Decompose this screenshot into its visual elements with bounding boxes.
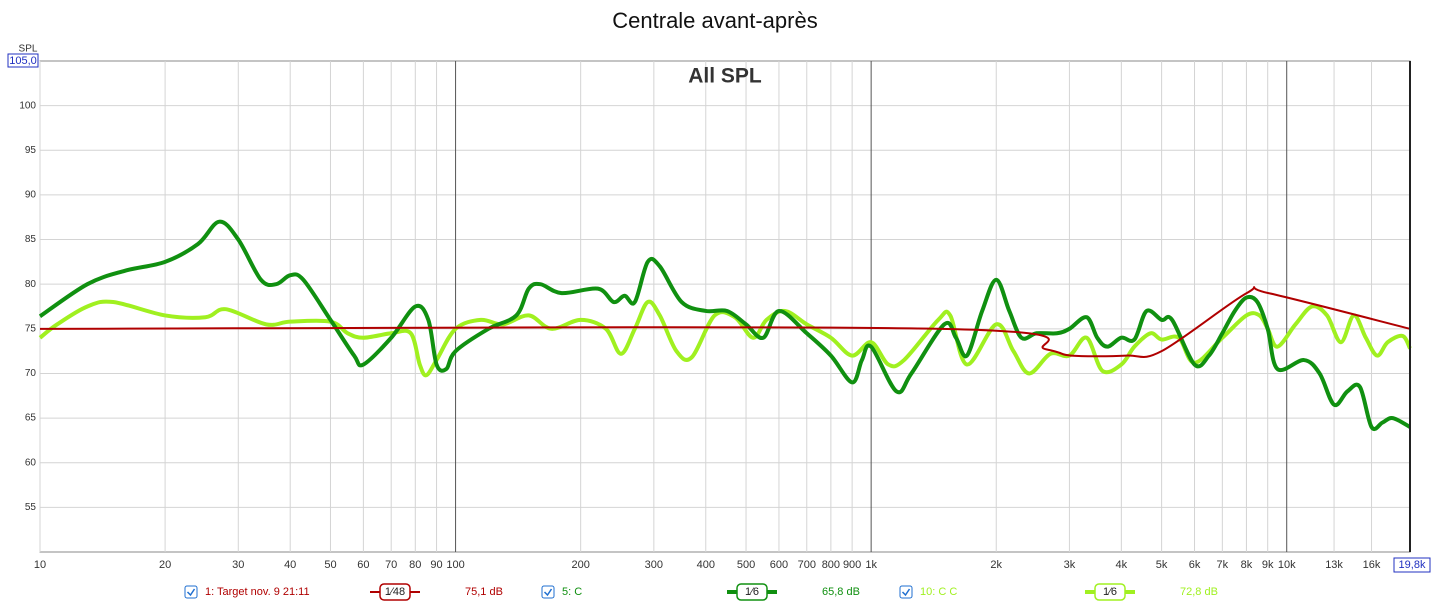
legend-check bbox=[186, 588, 196, 597]
x-tick-label: 8k bbox=[1241, 559, 1253, 571]
legend-smoothing-box bbox=[1094, 583, 1126, 601]
plot-frame bbox=[39, 60, 1411, 553]
y-tick-label: 100 bbox=[19, 100, 36, 111]
y-max-box bbox=[7, 53, 39, 68]
x-tick-label: 70 bbox=[385, 559, 397, 571]
chart-title: Centrale avant-après bbox=[612, 8, 817, 33]
x-max-box bbox=[1393, 557, 1431, 573]
legend-value: 65,8 dB bbox=[822, 586, 860, 598]
x-tick-label: 9k bbox=[1262, 559, 1274, 571]
x-max-label: 19,8k bbox=[1399, 559, 1426, 571]
legend-smoothing: 1⁄6 bbox=[1103, 586, 1117, 598]
x-tick-label: 300 bbox=[645, 559, 663, 571]
x-tick-label: 40 bbox=[284, 559, 296, 571]
legend-smoothing: 1⁄6 bbox=[745, 586, 759, 598]
x-tick-label: 60 bbox=[357, 559, 369, 571]
series-line bbox=[38, 219, 1411, 431]
legend-value: 72,8 dB bbox=[1180, 586, 1218, 598]
x-tick-label: 1k bbox=[865, 559, 877, 571]
x-tick-label: 10 bbox=[34, 559, 46, 571]
legend-smoothing-box bbox=[379, 583, 411, 601]
x-tick-label: 900 bbox=[843, 559, 861, 571]
legend-checkbox bbox=[541, 585, 555, 599]
annotation: All SPL bbox=[688, 65, 762, 88]
series-line bbox=[38, 299, 1412, 378]
x-tick-label: 500 bbox=[737, 559, 755, 571]
y-tick-label: 70 bbox=[25, 368, 37, 379]
x-tick-label: 400 bbox=[697, 559, 715, 571]
y-axis-label: SPL bbox=[19, 44, 38, 55]
y-max-label: 105,0 bbox=[9, 55, 37, 67]
legend-value: 75,1 dB bbox=[465, 586, 503, 598]
legend: 1: Target nov. 9 21:11 1⁄48 75,1 dB 5: C 1⁄6… bbox=[184, 583, 1218, 601]
plot bbox=[38, 219, 1412, 431]
y-tick-label: 60 bbox=[25, 457, 37, 468]
series-line bbox=[39, 286, 1411, 358]
x-tick-label: 16k bbox=[1363, 559, 1381, 571]
legend-label: 10: C C bbox=[920, 586, 957, 598]
x-tick-label: 10k bbox=[1278, 559, 1296, 571]
grid bbox=[39, 60, 1411, 553]
x-tick-label: 5k bbox=[1156, 559, 1168, 571]
legend-smoothing-box bbox=[736, 583, 768, 601]
x-tick-label: 4k bbox=[1116, 559, 1128, 571]
x-tick-label: 50 bbox=[324, 559, 336, 571]
legend-smoothing: 1⁄48 bbox=[385, 586, 405, 598]
legend-checkbox bbox=[184, 585, 198, 599]
x-tick-label: 20 bbox=[159, 559, 171, 571]
x-tick-label: 600 bbox=[770, 559, 788, 571]
x-tick-label: 80 bbox=[409, 559, 421, 571]
legend-label: 1: Target nov. 9 21:11 bbox=[205, 586, 310, 598]
legend-label: 5: C bbox=[562, 586, 582, 598]
y-tick-label: 90 bbox=[25, 190, 37, 201]
x-tick-label: 3k bbox=[1064, 559, 1076, 571]
x-tick-label: 700 bbox=[798, 559, 816, 571]
y-tick-label: 55 bbox=[25, 502, 37, 513]
y-tick-label: 85 bbox=[25, 234, 37, 245]
x-tick-label: 90 bbox=[430, 559, 442, 571]
x-tick-label: 2k bbox=[990, 559, 1002, 571]
x-tick-label: 6k bbox=[1189, 559, 1201, 571]
legend-checkbox bbox=[899, 585, 913, 599]
x-tick-label: 7k bbox=[1217, 559, 1229, 571]
y-tick-label: 95 bbox=[25, 145, 37, 156]
x-tick-label: 100 bbox=[446, 559, 464, 571]
x-tick-label: 30 bbox=[232, 559, 244, 571]
x-tick-label: 200 bbox=[571, 559, 589, 571]
x-tick-label: 13k bbox=[1325, 559, 1343, 571]
y-tick-label: 75 bbox=[25, 323, 37, 334]
x-tick-label: 800 bbox=[822, 559, 840, 571]
legend-check bbox=[901, 588, 911, 597]
y-tick-label: 65 bbox=[25, 413, 37, 424]
y-tick-label: 80 bbox=[25, 279, 37, 290]
legend-check bbox=[543, 588, 553, 597]
